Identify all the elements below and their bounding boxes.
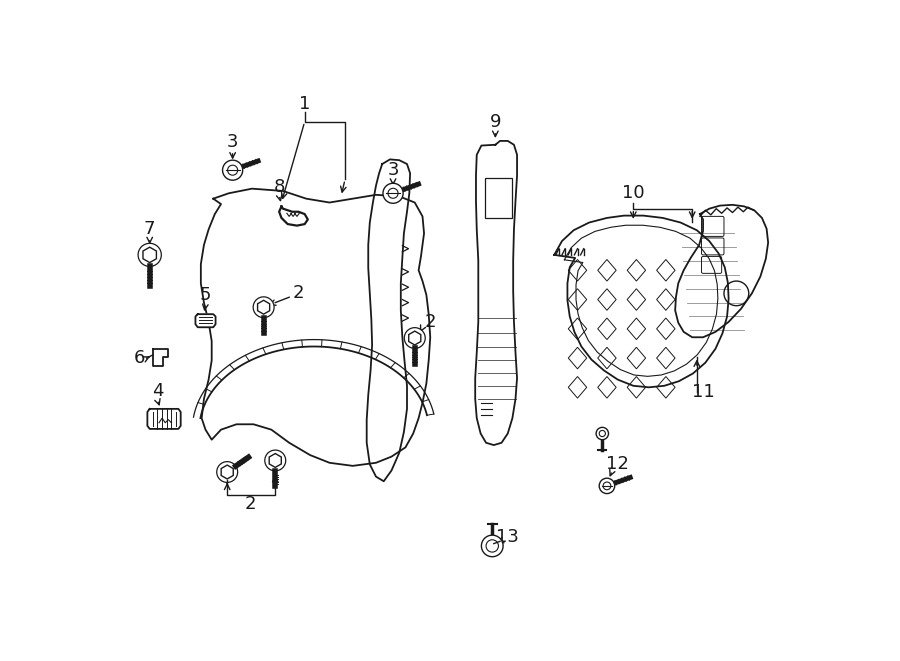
Text: 13: 13 bbox=[496, 529, 519, 547]
Polygon shape bbox=[195, 314, 216, 327]
Circle shape bbox=[217, 461, 238, 483]
Text: 5: 5 bbox=[200, 286, 212, 304]
Bar bbox=[484, 178, 512, 218]
Polygon shape bbox=[366, 159, 410, 481]
Polygon shape bbox=[143, 247, 157, 262]
Text: 3: 3 bbox=[227, 134, 239, 151]
Text: 10: 10 bbox=[622, 184, 644, 202]
Text: 2: 2 bbox=[245, 495, 256, 514]
Circle shape bbox=[482, 535, 503, 557]
Polygon shape bbox=[675, 205, 768, 337]
Polygon shape bbox=[221, 465, 233, 479]
Polygon shape bbox=[279, 206, 308, 225]
Circle shape bbox=[222, 160, 243, 180]
Text: 2: 2 bbox=[292, 284, 304, 302]
Text: 9: 9 bbox=[490, 112, 501, 131]
Polygon shape bbox=[554, 215, 729, 387]
Polygon shape bbox=[257, 300, 270, 314]
Text: 4: 4 bbox=[152, 382, 163, 400]
Text: 12: 12 bbox=[607, 455, 629, 473]
Text: 8: 8 bbox=[274, 178, 284, 196]
Text: 11: 11 bbox=[692, 383, 715, 401]
Text: 7: 7 bbox=[144, 221, 156, 239]
Polygon shape bbox=[201, 188, 430, 466]
Circle shape bbox=[596, 428, 608, 440]
Circle shape bbox=[599, 478, 615, 494]
Polygon shape bbox=[475, 141, 517, 445]
Polygon shape bbox=[409, 331, 421, 345]
Polygon shape bbox=[153, 349, 168, 366]
Circle shape bbox=[138, 243, 161, 266]
Circle shape bbox=[383, 183, 403, 204]
Text: 1: 1 bbox=[299, 95, 310, 113]
Polygon shape bbox=[148, 409, 181, 429]
Circle shape bbox=[404, 328, 425, 348]
Circle shape bbox=[265, 450, 285, 471]
Polygon shape bbox=[269, 453, 282, 467]
Text: 6: 6 bbox=[134, 349, 145, 367]
Text: 2: 2 bbox=[425, 313, 436, 331]
Text: 3: 3 bbox=[387, 161, 399, 179]
Circle shape bbox=[253, 297, 274, 318]
